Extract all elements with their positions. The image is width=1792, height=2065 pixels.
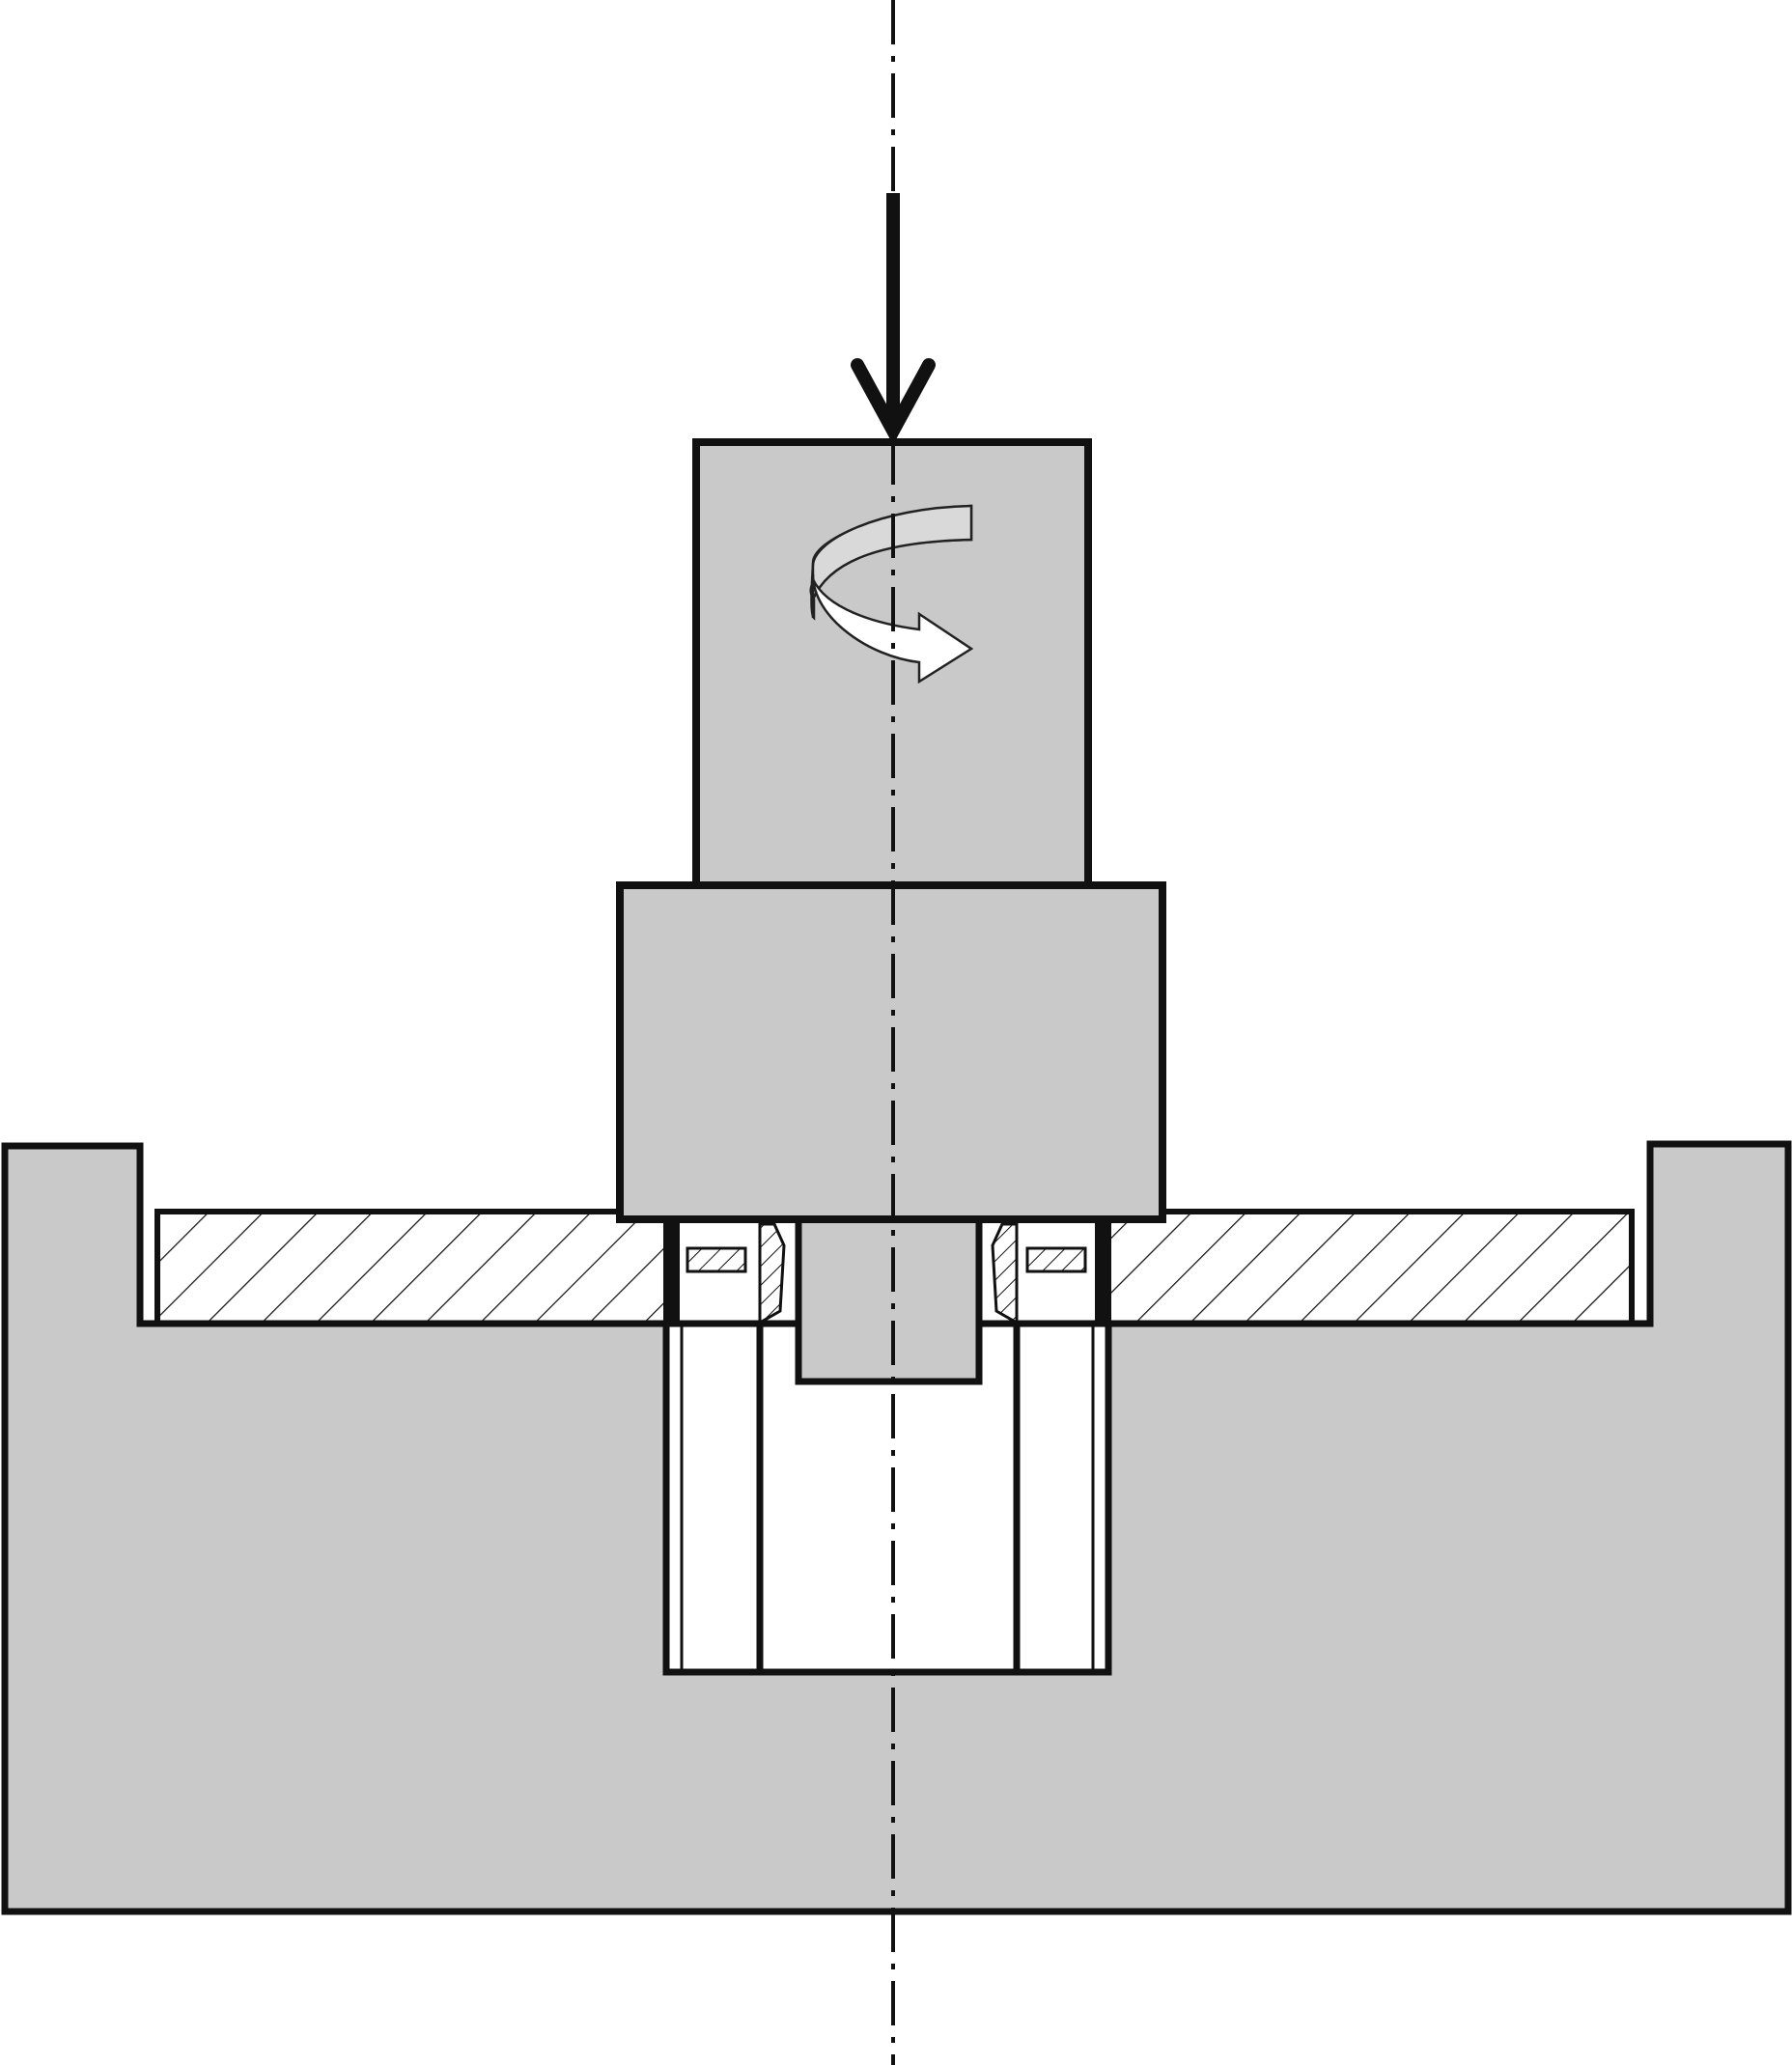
insert-right: [1025, 1246, 1087, 1273]
insert-left: [686, 1246, 747, 1273]
flash-left: [758, 1222, 786, 1326]
tool-pin: [795, 1215, 983, 1385]
flash-right: [991, 1222, 1019, 1326]
plate-left: [154, 1209, 669, 1326]
collar-wall-right: [1095, 1219, 1106, 1324]
collar-wall-left: [668, 1219, 680, 1324]
plate-right: [1106, 1209, 1635, 1326]
